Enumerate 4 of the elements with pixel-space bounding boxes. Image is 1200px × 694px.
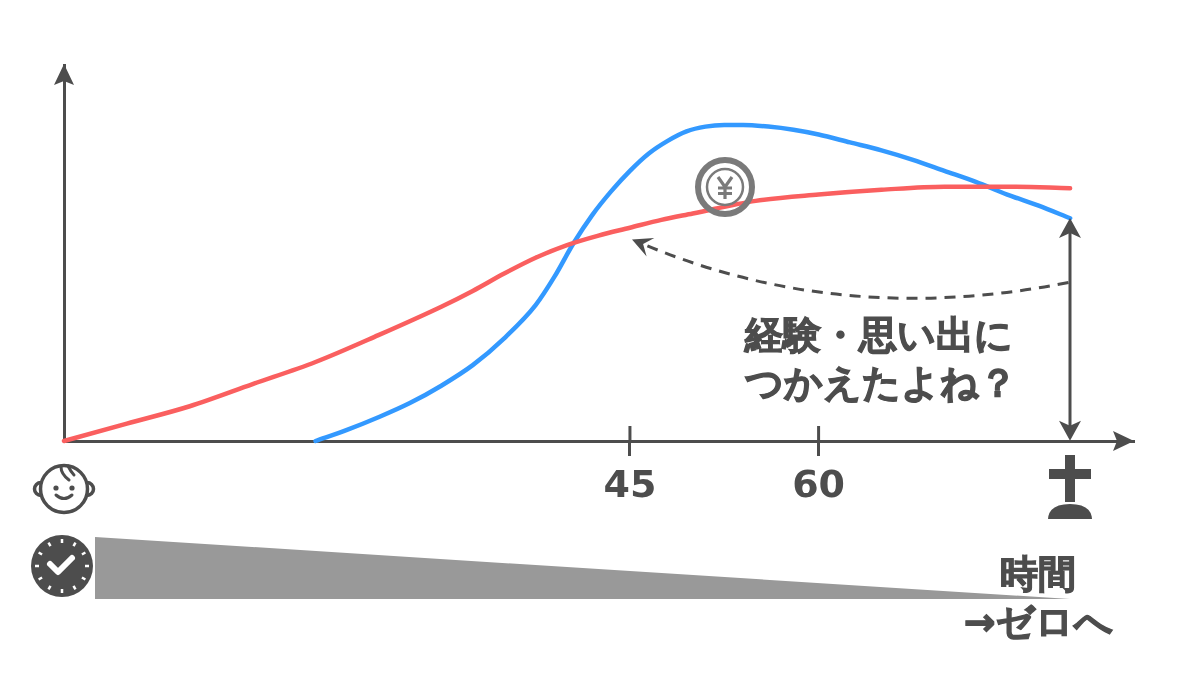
x-tick-label: 45 xyxy=(603,461,657,506)
text: 時間 →ゼロへ xyxy=(962,551,1114,646)
x-tick-label: 60 xyxy=(792,461,846,506)
annotation: 経験・思い出につかえたよね？ xyxy=(744,312,1018,408)
